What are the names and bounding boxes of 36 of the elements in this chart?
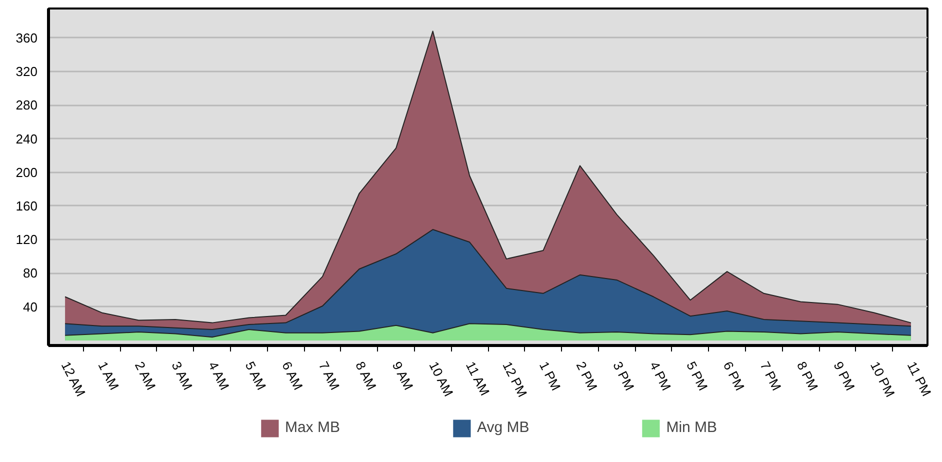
x-tick-label: 6 PM [720, 359, 748, 393]
x-tick-label: 8 PM [794, 359, 822, 393]
x-tick-label: 4 PM [646, 359, 674, 393]
x-tick-label: 2 AM [132, 359, 159, 392]
x-tick-label: 1 PM [536, 359, 564, 393]
x-tick-label: 11 PM [904, 359, 934, 398]
x-tick-label: 2 PM [573, 359, 600, 393]
x-tick-label: 5 AM [242, 359, 270, 392]
y-tick-label: 240 [16, 131, 38, 146]
x-tick-label: 3 PM [610, 359, 638, 393]
y-tick-label: 120 [16, 232, 38, 248]
x-tick-label: 3 AM [168, 359, 196, 392]
x-tick-label: 4 AM [205, 359, 232, 392]
x-tick-label: 9 AM [389, 359, 416, 392]
legend-label: Min MB [666, 419, 718, 436]
x-tick-label: 5 PM [684, 359, 711, 393]
y-tick-label: 40 [23, 299, 38, 314]
y-tick-label: 200 [16, 164, 38, 180]
x-tick-label: 1 AM [95, 359, 122, 392]
x-tick-label: 8 AM [352, 359, 380, 392]
x-tick-label: 7 PM [757, 359, 784, 393]
x-tick-label: 6 AM [279, 359, 306, 392]
x-tick-label: 7 AM [316, 359, 343, 392]
x-tick-label: 10 AM [426, 359, 456, 399]
x-tick-label: 11 AM [462, 359, 493, 398]
x-tick-label: 12 PM [500, 359, 530, 400]
y-tick-label: 280 [16, 98, 38, 113]
x-tick-label: 10 PM [867, 359, 898, 400]
y-tick-label: 360 [16, 30, 38, 46]
y-tick-label: 320 [16, 64, 38, 80]
legend-label: Max MB [284, 419, 340, 436]
legend-label: Avg MB [476, 419, 530, 436]
x-tick-label: 12 AM [58, 359, 88, 399]
y-tick-label: 80 [23, 266, 38, 281]
y-tick-label: 160 [16, 198, 38, 214]
x-tick-label: 9 PM [830, 359, 858, 393]
